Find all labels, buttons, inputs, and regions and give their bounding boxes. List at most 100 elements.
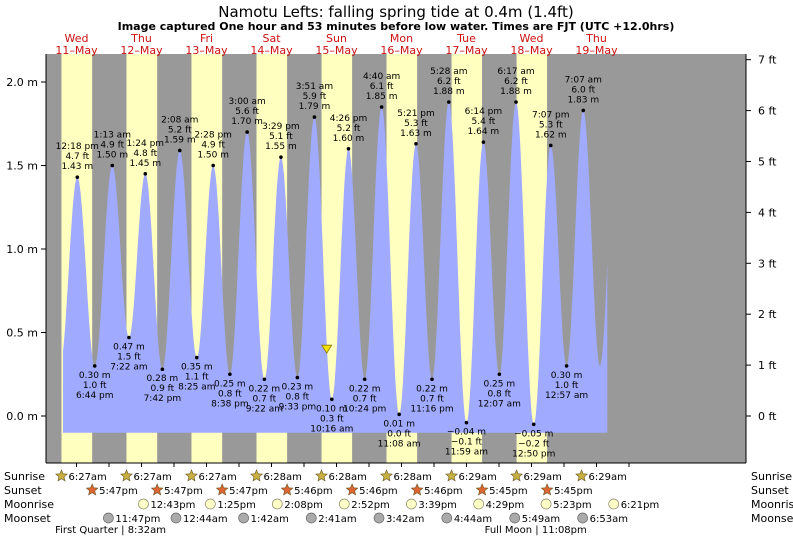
extreme-time: 1:24 pm: [127, 139, 165, 149]
extreme-m: 1.88 m: [500, 87, 532, 97]
extreme-m: 0.30 m: [79, 371, 111, 381]
extreme-point: [548, 143, 553, 148]
sunrise-time: 6:28am: [264, 472, 302, 483]
day-of-week-label: Thu: [130, 32, 152, 45]
extreme-point: [143, 172, 148, 176]
day-of-week-label: Tue: [456, 32, 476, 45]
sunset-time: 5:46pm: [294, 486, 333, 497]
sunset-time: 5:47pm: [99, 486, 138, 497]
moonset-icon: [170, 512, 182, 524]
extreme-time: 9:22 am: [246, 404, 283, 414]
extreme-ft: 1.0 ft: [83, 381, 107, 391]
moonset-time: 3:42am: [386, 514, 424, 525]
extreme-time: 12:18 pm: [56, 142, 99, 152]
extreme-m: 1.50 m: [96, 151, 128, 161]
extreme-ft: 5.2 ft: [337, 124, 361, 134]
extreme-time: 10:24 pm: [343, 404, 386, 414]
moonrise-time: 6:21pm: [621, 500, 660, 511]
extreme-m: −0.04 m: [447, 428, 486, 438]
moonset-icon: [577, 512, 588, 524]
extreme-m: 1.70 m: [231, 117, 263, 127]
extreme-point: [228, 372, 232, 377]
extreme-ft: 0.8 ft: [487, 389, 511, 399]
extreme-time: 2:08 am: [161, 115, 198, 125]
extreme-ft: 0.0 ft: [387, 429, 411, 439]
sunset-time: 5:46pm: [424, 486, 463, 497]
axes: 0.0 m 0.5 m 1.0 m 1.5 m 2.0 m 0 ft 1 ft 2 ft 3 f…: [6, 54, 777, 467]
extreme-ft: 6.1 ft: [370, 82, 394, 92]
extreme-m: 0.25 m: [483, 379, 515, 389]
extreme-m: 1.83 m: [567, 95, 599, 105]
extreme-m: 0.10 m: [316, 404, 348, 414]
moonrise-time: 12:43pm: [150, 500, 195, 511]
sunset-time: 5:47pm: [229, 486, 268, 497]
extreme-ft: 5.4 ft: [472, 117, 496, 127]
day-of-week-label: Sat: [262, 32, 281, 45]
day-labels: Wed11–MayThu12–MayFri13–MaySat14–MaySun1…: [55, 32, 618, 57]
y-right-tick-label: 6 ft: [758, 105, 777, 118]
extreme-m: 1.60 m: [333, 134, 365, 144]
date-label: 19–May: [575, 44, 618, 57]
sunrise-row-label-right: Sunrise: [751, 470, 792, 483]
y-right-tick-label: 0 ft: [758, 410, 777, 423]
extreme-point: [531, 422, 536, 427]
date-label: 16–May: [380, 44, 423, 57]
moonset-time: 11:47pm: [115, 514, 160, 525]
extreme-time: 11:16 pm: [410, 404, 453, 414]
day-of-week-label: Sun: [326, 32, 347, 45]
sunset-star-icon: [540, 483, 554, 496]
y-left-tick-label: 1.0 m: [6, 243, 38, 256]
extreme-point: [194, 355, 199, 360]
sunrise-star-icon: [120, 469, 133, 482]
moonrise-time: 3:39pm: [418, 500, 457, 511]
sunrise-star-icon: [315, 469, 328, 482]
extreme-ft: 0.9 ft: [150, 384, 174, 394]
extreme-ft: 0.7 ft: [353, 394, 377, 404]
sunrise-time: 6:27am: [198, 472, 236, 483]
extreme-ft: 1.5 ft: [117, 353, 141, 363]
sunrise-time: 6:29am: [459, 472, 497, 483]
extreme-m: 0.47 m: [113, 343, 145, 353]
sunset-star-icon: [215, 483, 229, 496]
extreme-point: [397, 412, 401, 417]
moonrise-icon: [138, 498, 149, 510]
moonrise-icon: [271, 498, 283, 510]
moonset-time: 12:44am: [183, 514, 228, 525]
y-right-tick-label: 2 ft: [758, 308, 777, 321]
sunrise-time: 6:29am: [524, 472, 562, 483]
extreme-m: 0.22 m: [416, 384, 448, 394]
extreme-point: [75, 175, 80, 179]
sunrise-star-icon: [510, 469, 524, 482]
extreme-point: [581, 108, 586, 113]
extreme-point: [160, 367, 165, 372]
tide-area: [62, 102, 608, 433]
moonset-icon: [373, 512, 385, 524]
sunrise-time: 6:28am: [329, 472, 367, 483]
moonrise-row-label-left: Moonrise: [4, 498, 54, 511]
extreme-point: [414, 141, 418, 146]
extreme-time: 11:08 am: [378, 439, 421, 449]
extreme-time: 5:21 pm: [397, 109, 435, 119]
extreme-point: [447, 100, 451, 104]
moonrise-time: 2:52pm: [351, 500, 390, 511]
extreme-m: −0.05 m: [514, 429, 553, 439]
moonset-time: 2:41am: [318, 514, 356, 525]
moonrise-icon: [540, 498, 552, 510]
extreme-time: 7:22 am: [110, 363, 147, 373]
y-right-tick-label: 1 ft: [758, 359, 777, 372]
extreme-time: 4:40 am: [363, 72, 400, 82]
moonrise-icon: [473, 498, 484, 510]
extreme-m: 0.30 m: [551, 371, 583, 381]
extreme-m: 1.79 m: [299, 102, 331, 112]
extreme-ft: 4.7 ft: [65, 152, 89, 162]
moonset-time: 6:53am: [590, 514, 628, 525]
tide-curve: [62, 102, 608, 433]
extreme-ft: 1.0 ft: [555, 381, 579, 391]
extreme-time: 3:00 am: [228, 97, 265, 107]
sunset-row-label-right: Sunset: [751, 484, 789, 497]
current-tide-marker: [320, 344, 333, 354]
extreme-time: 11:59 am: [445, 448, 488, 458]
sunrise-star-icon: [250, 469, 263, 482]
extreme-ft: 5.9 ft: [303, 92, 327, 102]
